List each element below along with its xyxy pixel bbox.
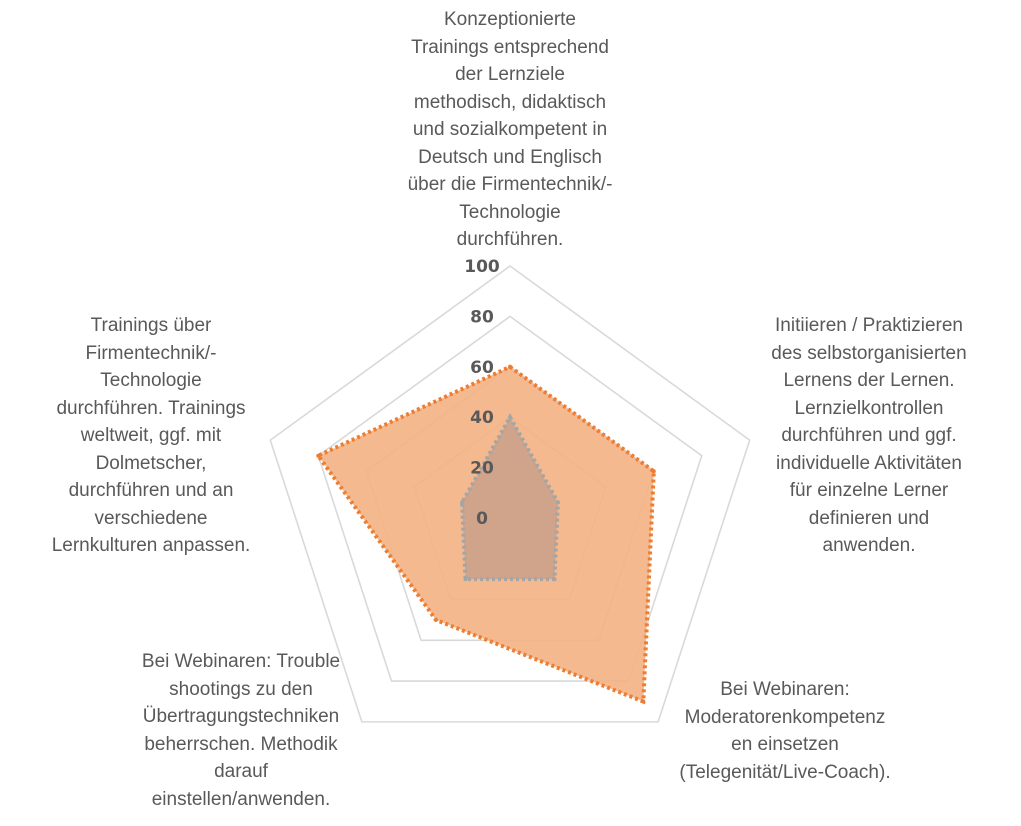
tick-label-40: 40 — [470, 408, 494, 428]
series-0-point-4 — [316, 453, 321, 458]
series-area-1 — [462, 417, 558, 580]
series-line-1 — [460, 413, 560, 582]
category-label-left: Trainings über Firmentechnik/- Technolog… — [51, 315, 251, 556]
category-label-top: Konzeptionierte Trainings entsprechend d… — [407, 9, 613, 250]
tick-label-100: 100 — [464, 257, 500, 277]
series-0-point-3 — [433, 617, 438, 622]
tick-label-80: 80 — [470, 307, 494, 327]
category-label-bottom-right: Bei Webinaren: Moderatorenkompetenz en e… — [679, 679, 891, 783]
series-1-point-1 — [555, 500, 560, 505]
tick-label-0: 0 — [476, 509, 488, 529]
series-layer — [315, 364, 656, 705]
series-1-point-0 — [508, 415, 512, 420]
tick-label-60: 60 — [470, 358, 494, 378]
grid-ring-80 — [317, 315, 703, 682]
series-0-point-1 — [651, 469, 656, 474]
series-0-point-2 — [641, 699, 646, 704]
grid-ring-100 — [269, 265, 751, 723]
category-label-right: Initiieren / Praktizieren des selbstorga… — [771, 315, 967, 556]
series-1-point-4 — [460, 500, 465, 505]
tick-labels: 0 20 40 60 80 100 — [464, 257, 500, 529]
series-0-point-0 — [508, 364, 512, 369]
tick-label-20: 20 — [470, 459, 494, 479]
series-1-point-2 — [552, 577, 557, 582]
category-label-bottom-left: Bei Webinaren: Trouble shootings zu den … — [141, 651, 341, 810]
series-1-point-3 — [463, 577, 468, 582]
